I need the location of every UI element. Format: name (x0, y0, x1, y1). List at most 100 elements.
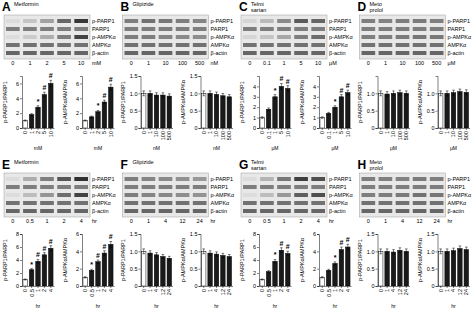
plot-area (378, 248, 408, 286)
blot-row-label: p-AMPKα (211, 34, 235, 40)
bar (201, 93, 205, 128)
panel-label: A (2, 0, 11, 14)
blot-row-label: p-PARP1 (448, 18, 471, 24)
y-tick-mark (436, 269, 438, 270)
y-axis: 00.51.01.5 (190, 73, 201, 131)
bar (404, 251, 408, 286)
blot-bands (243, 177, 325, 213)
blot-band (57, 209, 71, 213)
x-tick-mark (447, 286, 448, 288)
blot-band (294, 193, 308, 197)
blot-unit: hr (448, 218, 453, 224)
error-bar (90, 269, 93, 271)
blot-row-label: β-actin (211, 50, 228, 56)
blot-dose-label: 100 (415, 60, 424, 66)
blot-band (74, 177, 88, 181)
y-tick-label: 2 (76, 110, 79, 116)
error-bar (280, 248, 283, 253)
error-bar (24, 120, 27, 121)
blot-band (74, 193, 88, 197)
x-axis: 012510 (82, 128, 114, 137)
bar (36, 107, 40, 128)
y-tick-label: 1.5 (190, 73, 198, 79)
y-tick-label: 4 (76, 96, 79, 102)
x-tick-label: 0 (438, 131, 444, 134)
error-bar (334, 106, 337, 109)
blot-band (379, 209, 393, 213)
blot-row-label: p-PARP1 (211, 176, 234, 182)
blot-band (23, 35, 37, 39)
blot-band (362, 35, 376, 39)
error-bar (446, 91, 449, 96)
x-axis: 0141224 (141, 286, 173, 295)
blot-band (6, 35, 20, 39)
blot-dose-label: 0 (130, 218, 133, 224)
y-tick: 1.0 (427, 91, 438, 97)
blot-band (396, 177, 410, 181)
y-tick-mark (139, 234, 141, 235)
x-tick-mark (275, 286, 276, 288)
y-tick-mark (80, 234, 82, 235)
y-tick: 1.0 (427, 249, 438, 255)
blot-band (176, 27, 190, 31)
x-tick-mark (399, 286, 400, 288)
blot-band (413, 209, 427, 213)
blot-row-label: PARP1 (448, 184, 466, 190)
blot-band (193, 201, 207, 205)
drug-name-line: Glipizide (133, 159, 154, 165)
x-tick-label: 24 (403, 289, 409, 295)
error-bar (103, 100, 106, 104)
x-tick-label: 1 (207, 131, 213, 134)
x-tick-mark (281, 286, 282, 288)
error-bar (43, 253, 46, 257)
x-tick: 4 (108, 286, 114, 292)
x-tick: 0 (141, 286, 147, 292)
x-tick: 0.1 (326, 128, 332, 139)
significance-mark: # (346, 236, 350, 243)
x-tick-mark (25, 128, 26, 130)
y-tick: 6 (313, 231, 319, 237)
y-axis-line (317, 77, 320, 129)
significance-mark: * (274, 87, 277, 94)
y-tick-mark (139, 93, 141, 94)
x-tick-mark (459, 286, 460, 288)
y-tick-label: 2 (76, 266, 79, 272)
error-bar (439, 91, 442, 96)
bar (49, 83, 53, 128)
significance-mark: * (334, 98, 337, 105)
blot-band (176, 201, 190, 205)
x-tick-mark (210, 128, 211, 130)
x-tick: 24 (463, 286, 469, 295)
significance-mark: # (346, 82, 350, 89)
y-tick-mark (436, 234, 438, 235)
blot-band (23, 19, 37, 23)
bar (266, 272, 270, 286)
bar (227, 97, 231, 128)
y-tick-mark (199, 234, 201, 235)
blot-unit: nM (211, 60, 219, 66)
y-tick: 1.0 (367, 91, 378, 97)
blot-bands (6, 177, 88, 213)
x-tick-label: 0 (319, 289, 325, 292)
panel-label: C (239, 0, 248, 14)
blot-band (176, 177, 190, 181)
blot-band (243, 51, 257, 55)
blot-row-label: PARP1 (211, 26, 229, 32)
x-tick: 0 (259, 286, 265, 292)
blot-band (413, 19, 427, 23)
y-tick-mark (199, 251, 201, 252)
blot-band (159, 27, 173, 31)
x-tick-label: 0 (378, 131, 384, 134)
x-tick-mark (91, 128, 92, 130)
blot-band (430, 209, 444, 213)
x-axis: 00.5124 (82, 286, 114, 297)
plot-area (141, 91, 171, 128)
y-tick-label: 0 (431, 283, 434, 289)
x-tick-label: 1 (95, 289, 101, 292)
blot-band (57, 19, 71, 23)
blot-dose-label: 4 (401, 218, 404, 224)
y-tick-label: 1 (313, 115, 316, 121)
blot-band (362, 19, 376, 23)
x-tick-label: 100 (220, 131, 226, 140)
figure: AMetforminp-PARP1PARP1p-AMPKαAMPKαβ-acti… (0, 0, 474, 316)
